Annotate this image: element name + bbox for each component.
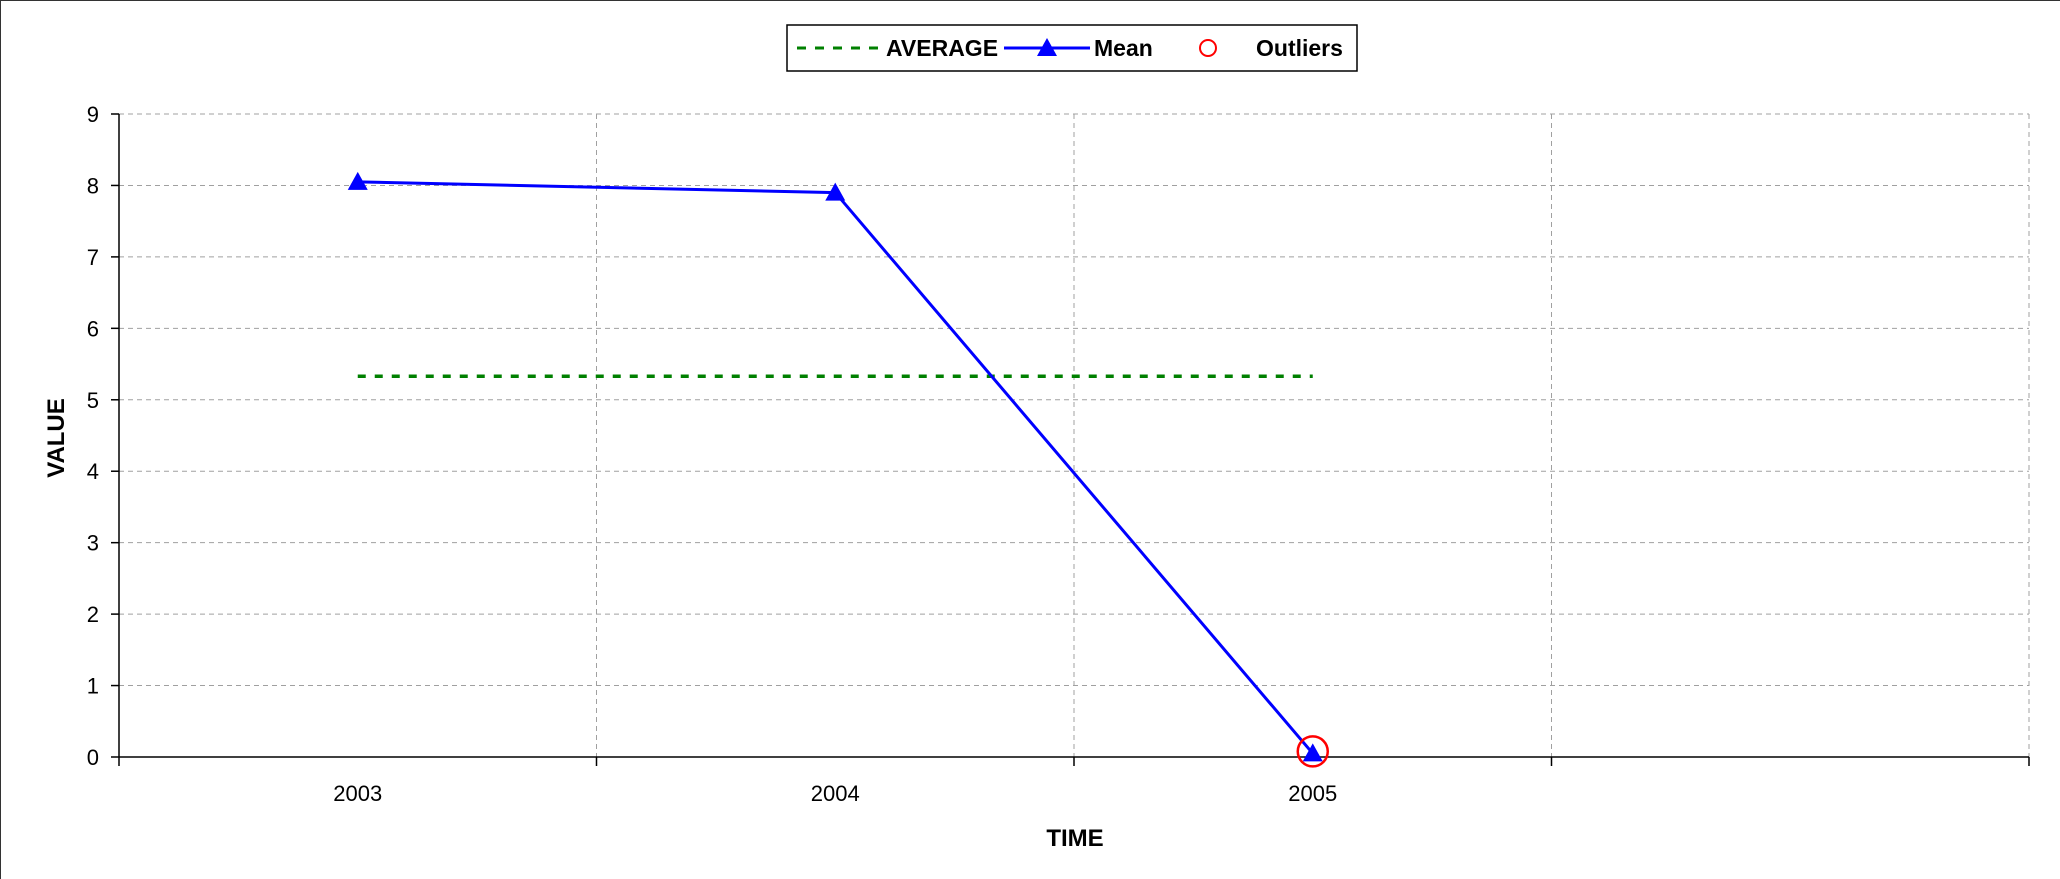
y-tick-label: 0 [87, 745, 99, 770]
x-tick-label: 2003 [333, 781, 382, 806]
y-tick-label: 8 [87, 173, 99, 198]
legend-average-label: AVERAGE [886, 35, 998, 61]
axes: 0 1 2 3 4 5 6 7 8 9 2003 2004 2005 [87, 102, 2030, 806]
legend-outliers-marker-icon [1199, 39, 1217, 57]
y-tick-label: 6 [87, 316, 99, 341]
legend-mean-label: Mean [1094, 35, 1153, 61]
y-tick-label: 5 [87, 388, 99, 413]
data-point-mean [825, 182, 846, 201]
x-tick-label: 2005 [1288, 781, 1337, 806]
y-tick-label: 7 [87, 245, 99, 270]
series-layer [347, 171, 1329, 768]
x-tick-label: 2004 [811, 781, 860, 806]
grid [119, 113, 2030, 757]
data-point-mean [1302, 743, 1323, 762]
series-line-mean [357, 180, 1314, 755]
y-tick-label: 9 [87, 102, 99, 127]
legend: AVERAGE Mean Outliers [786, 24, 1358, 72]
data-point-mean [347, 171, 368, 190]
legend-mean-marker-icon [1037, 38, 1057, 56]
x-axis-title: TIME [1046, 825, 1103, 852]
y-tick-label: 3 [87, 531, 99, 556]
y-tick-label: 1 [87, 674, 99, 699]
y-axis-title: VALUE [43, 398, 70, 478]
data-point-outliers [1296, 735, 1329, 768]
y-tick-label: 4 [87, 459, 99, 484]
y-tick-label: 2 [87, 602, 99, 627]
legend-outliers-label: Outliers [1256, 35, 1343, 61]
